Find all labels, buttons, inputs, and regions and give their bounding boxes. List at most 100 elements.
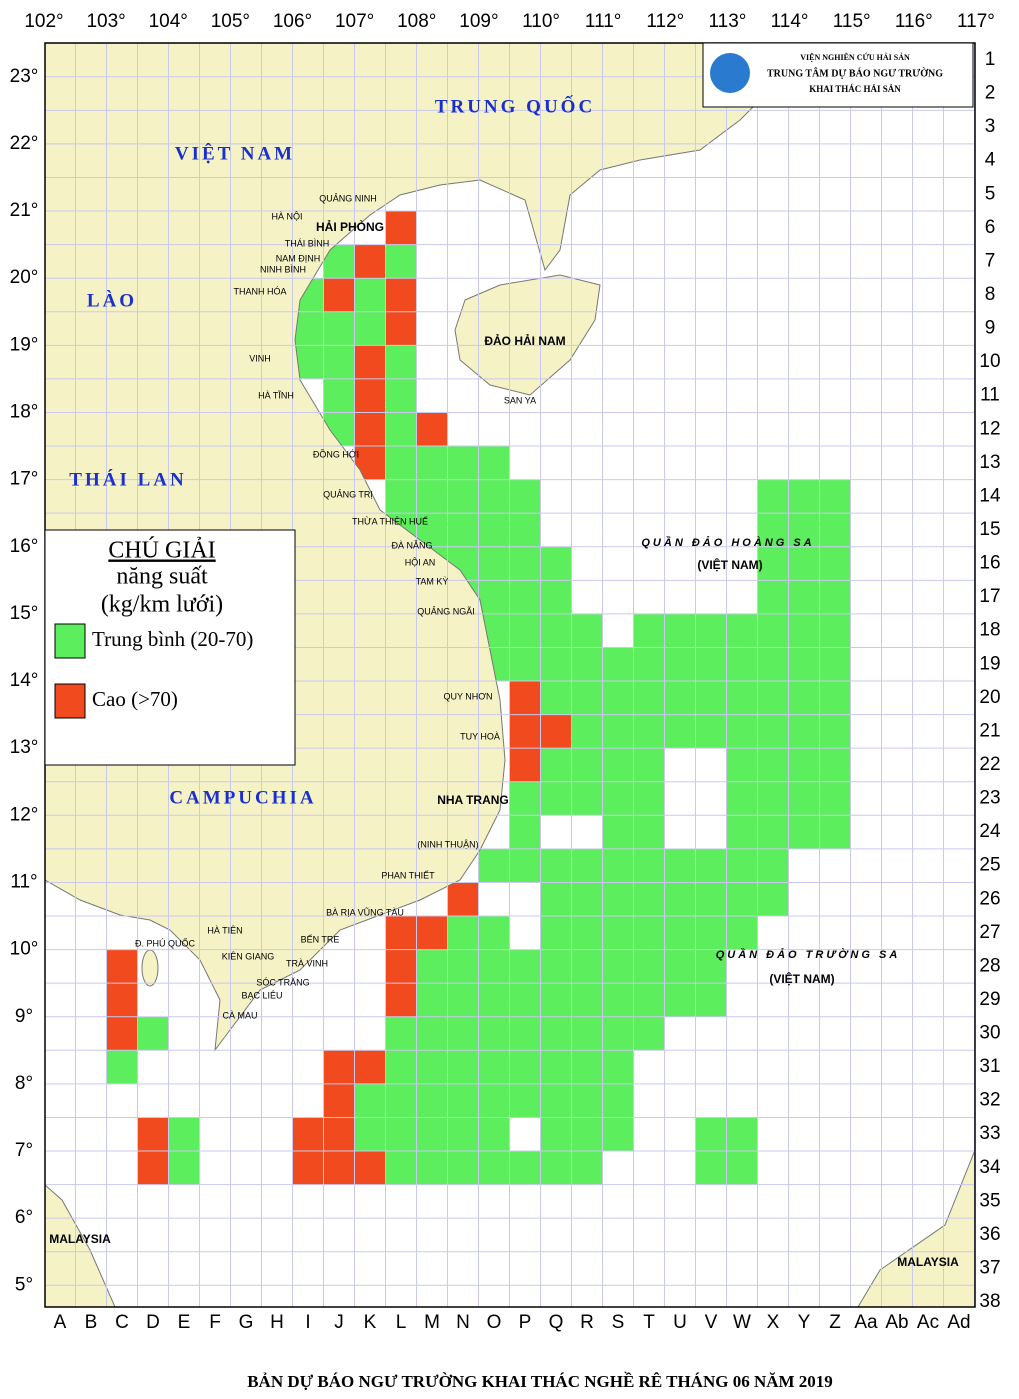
forecast-cell bbox=[416, 1050, 448, 1084]
forecast-cell bbox=[726, 781, 758, 816]
forecast-cell bbox=[540, 949, 572, 984]
forecast-cell bbox=[602, 781, 634, 816]
forecast-cell bbox=[478, 1117, 510, 1152]
place-label: (NINH THUẬN) bbox=[417, 839, 478, 849]
forecast-cell bbox=[385, 412, 417, 447]
forecast-cell bbox=[540, 647, 572, 682]
forecast-cell bbox=[788, 714, 820, 749]
forecast-cell bbox=[788, 748, 820, 782]
row-label: 25 bbox=[979, 855, 1000, 876]
forecast-cell bbox=[416, 1117, 448, 1152]
latitude-label: 5° bbox=[15, 1274, 33, 1295]
forecast-cell bbox=[819, 815, 851, 849]
longitude-label: 113° bbox=[708, 11, 746, 32]
forecast-cell bbox=[788, 815, 820, 849]
forecast-cell bbox=[695, 647, 727, 682]
forecast-cell bbox=[726, 613, 758, 648]
forecast-cell bbox=[478, 1050, 510, 1084]
row-label: 32 bbox=[979, 1090, 1000, 1111]
forecast-cell bbox=[540, 781, 572, 816]
forecast-cell bbox=[354, 311, 386, 346]
place-label: HỘI AN bbox=[405, 557, 436, 567]
forecast-cell bbox=[602, 1117, 634, 1152]
forecast-cell bbox=[571, 1050, 603, 1084]
place-label: CAMPUCHIA bbox=[169, 787, 316, 808]
forecast-cell bbox=[757, 546, 789, 581]
column-label: Z bbox=[829, 1312, 841, 1333]
mainland bbox=[45, 43, 831, 1052]
latitude-label: 6° bbox=[15, 1207, 33, 1228]
forecast-cell bbox=[385, 1117, 417, 1152]
forecast-cell bbox=[385, 211, 417, 245]
forecast-cell bbox=[757, 748, 789, 782]
forecast-cell bbox=[509, 479, 541, 514]
latitude-label: 15° bbox=[10, 603, 39, 624]
forecast-cell bbox=[633, 949, 665, 984]
longitude-label: 103° bbox=[86, 11, 125, 32]
forecast-cell bbox=[757, 781, 789, 816]
row-label: 29 bbox=[979, 989, 1000, 1010]
forecast-cell bbox=[323, 1050, 355, 1084]
row-label: 4 bbox=[985, 150, 996, 171]
forecast-cell bbox=[416, 446, 448, 480]
forecast-cell bbox=[323, 1117, 355, 1152]
row-label: 14 bbox=[979, 485, 1001, 506]
latitude-label: 12° bbox=[10, 804, 39, 825]
row-label: 9 bbox=[985, 318, 996, 339]
column-label: Y bbox=[798, 1312, 811, 1333]
row-label: 12 bbox=[979, 418, 1000, 439]
header-box: VIỆN NGHIÊN CỨU HẢI SẢN TRUNG TÂM DỰ BÁO… bbox=[702, 42, 974, 108]
forecast-cell bbox=[540, 1151, 572, 1185]
forecast-cell bbox=[416, 1016, 448, 1051]
forecast-cell bbox=[819, 781, 851, 816]
header-line: TRUNG TÂM DỰ BÁO NGƯ TRƯỜNG bbox=[767, 67, 943, 79]
forecast-cell bbox=[571, 848, 603, 883]
row-label: 11 bbox=[980, 385, 1000, 406]
place-label: PHAN THIẾT bbox=[381, 870, 435, 880]
column-label: P bbox=[519, 1312, 532, 1333]
row-label: 1 bbox=[985, 49, 996, 70]
forecast-cell bbox=[602, 714, 634, 749]
forecast-cell bbox=[602, 1016, 634, 1051]
forecast-cell bbox=[695, 916, 727, 950]
forecast-cell bbox=[416, 1151, 448, 1185]
column-label: I bbox=[305, 1312, 310, 1333]
forecast-cell bbox=[788, 513, 820, 547]
longitude-label: 108° bbox=[397, 11, 436, 32]
place-label: HÀ NỘI bbox=[271, 211, 302, 221]
forecast-cell bbox=[695, 613, 727, 648]
forecast-cell bbox=[509, 1083, 541, 1118]
row-label: 15 bbox=[979, 519, 1000, 540]
forecast-cell bbox=[447, 1151, 479, 1185]
forecast-cell bbox=[354, 1151, 386, 1185]
forecast-cell bbox=[788, 546, 820, 581]
forecast-cell bbox=[664, 714, 696, 749]
column-label: J bbox=[334, 1312, 344, 1333]
forecast-cell bbox=[540, 848, 572, 883]
forecast-cell bbox=[416, 983, 448, 1017]
place-label: THÁI BÌNH bbox=[285, 238, 330, 248]
row-label: 37 bbox=[979, 1258, 1000, 1279]
column-label: K bbox=[364, 1312, 377, 1333]
forecast-cell bbox=[478, 1083, 510, 1118]
place-label: QUẦN ĐẢO HOÀNG SA bbox=[641, 536, 814, 549]
column-label: B bbox=[85, 1312, 98, 1333]
forecast-cell bbox=[726, 748, 758, 782]
forecast-cell bbox=[385, 916, 417, 950]
place-label: LÀO bbox=[87, 289, 137, 311]
forecast-cell bbox=[571, 681, 603, 715]
row-label: 3 bbox=[985, 116, 996, 137]
forecast-cell bbox=[447, 479, 479, 514]
forecast-cell bbox=[540, 916, 572, 950]
column-label: R bbox=[580, 1312, 594, 1333]
phu-quoc bbox=[141, 949, 159, 987]
longitude-label: 114° bbox=[771, 11, 809, 32]
forecast-cell bbox=[478, 1151, 510, 1185]
forecast-cell bbox=[509, 949, 541, 984]
forecast-cell bbox=[602, 983, 634, 1017]
forecast-cell bbox=[602, 647, 634, 682]
forecast-cell bbox=[571, 1016, 603, 1051]
legend-swatch bbox=[54, 683, 86, 719]
forecast-cell bbox=[664, 613, 696, 648]
forecast-cell bbox=[757, 580, 789, 614]
